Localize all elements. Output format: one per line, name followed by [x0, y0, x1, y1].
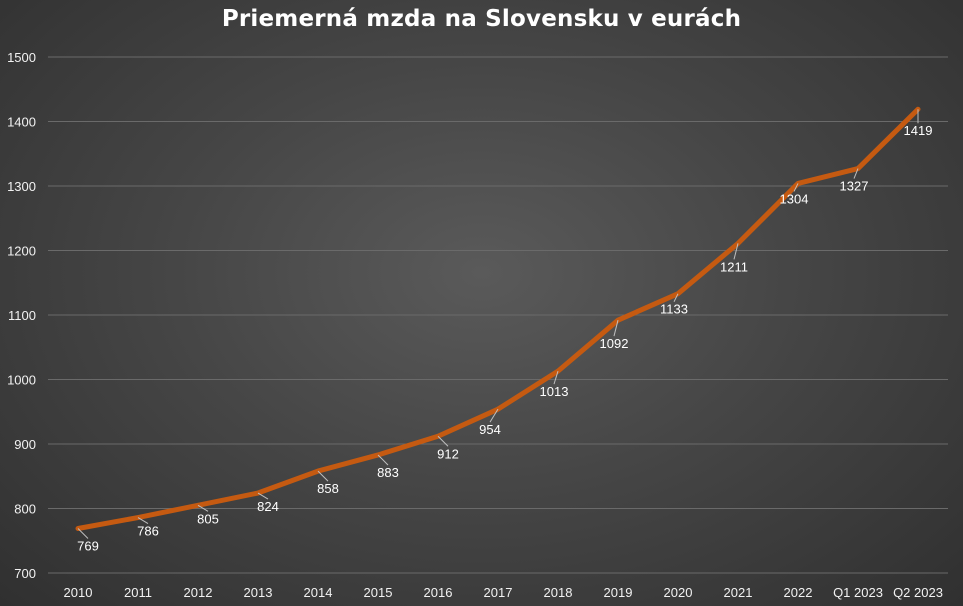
x-tick-label: 2016 [424, 585, 453, 600]
data-label: 1133 [660, 302, 688, 317]
data-label: 786 [137, 524, 159, 539]
y-tick-label: 900 [14, 437, 36, 452]
data-label-leader [197, 504, 209, 512]
data-label-leader [733, 243, 739, 260]
x-tick-label: 2012 [184, 585, 213, 600]
data-label-leader [853, 168, 859, 179]
x-tick-label: 2020 [664, 585, 693, 600]
data-label-leader [613, 320, 619, 337]
data-label: 805 [197, 511, 219, 526]
y-tick-label: 1500 [7, 50, 36, 65]
y-tick-label: 1300 [7, 179, 36, 194]
series-line [75, 106, 921, 531]
data-label: 824 [257, 499, 279, 514]
data-label: 1304 [780, 191, 809, 206]
y-tick-label: 1400 [7, 115, 36, 130]
data-label: 1092 [600, 336, 629, 351]
data-label-leader [377, 454, 389, 466]
x-tick-label: 2013 [244, 585, 273, 600]
gridlines [48, 56, 948, 574]
data-label: 883 [377, 465, 399, 480]
y-tick-label: 1200 [7, 244, 36, 259]
data-label: 912 [437, 446, 459, 461]
series-layer [75, 106, 921, 531]
x-tick-label: 2011 [124, 585, 152, 600]
data-label-leader [257, 492, 269, 500]
data-label: 1327 [840, 179, 869, 194]
x-tick-label: Q1 2023 [833, 585, 883, 600]
y-tick-label: 1100 [8, 308, 36, 323]
x-tick-label: 2010 [64, 585, 93, 600]
data-label: 1211 [720, 259, 748, 274]
data-label: 954 [479, 422, 501, 437]
data-label: 1013 [540, 384, 569, 399]
y-tick-label: 1000 [7, 373, 36, 388]
data-label-leader [137, 517, 149, 524]
data-label-leader [317, 470, 329, 482]
x-tick-label: 2019 [604, 585, 633, 600]
x-tick-label: Q2 2023 [893, 585, 943, 600]
chart-title: Priemerná mzda na Slovensku v eurách [221, 6, 742, 32]
y-axis-ticks: 700 800 900 1000 1100 1200 1300 1400 1500 [7, 50, 36, 581]
x-tick-label: 2017 [484, 585, 513, 600]
x-tick-label: 2021 [724, 585, 753, 600]
x-axis-ticks: 2010 2011 2012 2013 2014 2015 2016 2017 2018 2019… [64, 585, 943, 600]
data-label-leader [793, 183, 799, 192]
data-label: 1419 [904, 123, 933, 138]
data-labels: 769 786 805 824 858 883 912 954 1013 1092 1133 1211… [77, 109, 932, 553]
x-tick-label: 2015 [364, 585, 393, 600]
x-tick-label: 2014 [304, 585, 333, 600]
data-label-leader [673, 293, 679, 302]
data-label-leader [553, 370, 559, 385]
y-tick-label: 800 [14, 502, 36, 517]
data-label-leader [437, 435, 449, 447]
y-tick-label: 700 [14, 566, 36, 581]
data-label: 858 [317, 481, 339, 496]
data-label: 769 [77, 538, 99, 553]
data-label-leader [77, 528, 89, 539]
x-tick-label: 2022 [784, 585, 813, 600]
x-tick-label: 2018 [544, 585, 573, 600]
data-label-leader [489, 408, 499, 423]
